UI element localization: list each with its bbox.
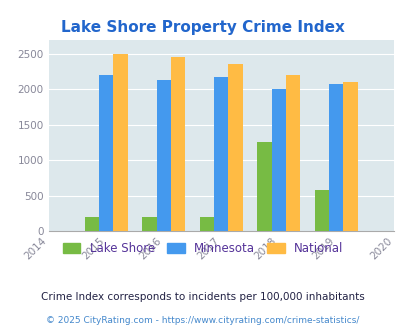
Bar bbox=[228, 64, 242, 231]
Bar bbox=[85, 217, 99, 231]
Bar bbox=[285, 75, 300, 231]
Bar bbox=[213, 77, 228, 231]
Bar bbox=[156, 81, 171, 231]
Text: Crime Index corresponds to incidents per 100,000 inhabitants: Crime Index corresponds to incidents per… bbox=[41, 292, 364, 302]
Bar bbox=[113, 54, 128, 231]
Bar bbox=[328, 84, 343, 231]
Legend: Lake Shore, Minnesota, National: Lake Shore, Minnesota, National bbox=[58, 237, 347, 260]
Text: Lake Shore Property Crime Index: Lake Shore Property Crime Index bbox=[61, 20, 344, 35]
Bar bbox=[343, 82, 357, 231]
Bar bbox=[199, 217, 213, 231]
Bar bbox=[257, 142, 271, 231]
Bar bbox=[142, 217, 156, 231]
Bar bbox=[99, 75, 113, 231]
Text: © 2025 CityRating.com - https://www.cityrating.com/crime-statistics/: © 2025 CityRating.com - https://www.city… bbox=[46, 315, 359, 325]
Bar bbox=[314, 190, 328, 231]
Bar bbox=[271, 89, 285, 231]
Bar bbox=[171, 57, 185, 231]
